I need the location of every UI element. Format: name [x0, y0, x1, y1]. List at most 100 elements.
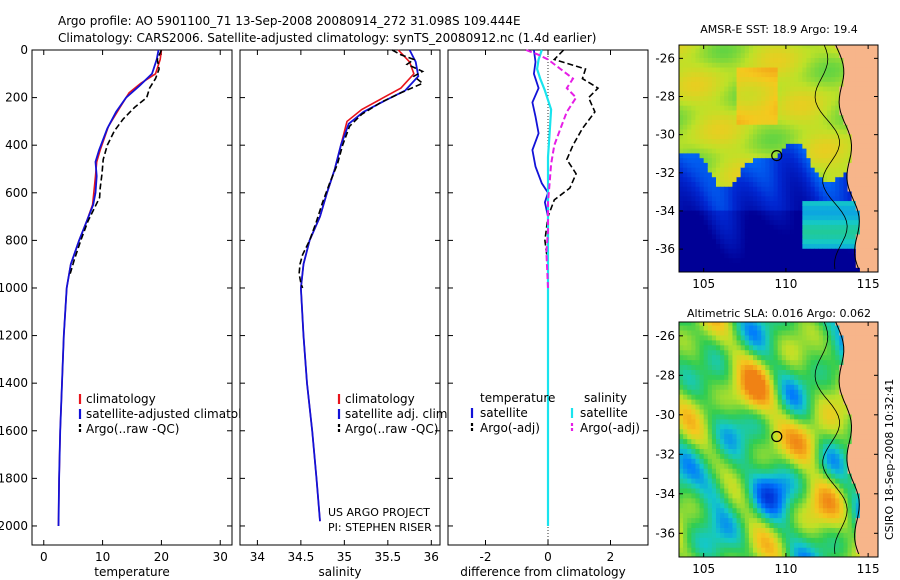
heatmap-cell [691, 359, 697, 366]
heatmap-cell [716, 502, 721, 509]
heatmap-cell [868, 438, 873, 445]
heatmap-cell [736, 517, 742, 524]
heatmap-cell [794, 133, 799, 140]
heatmap-cell [736, 252, 742, 259]
heatmap-cell [827, 181, 832, 187]
heatmap-cell [827, 369, 832, 375]
heatmap-cell [785, 478, 791, 484]
heatmap-cell [703, 124, 709, 130]
heatmap-cell [818, 438, 824, 445]
heatmap-cell [851, 219, 857, 225]
heatmap-cell [868, 248, 873, 254]
heatmap-cell [683, 527, 688, 533]
heatmap-cell [720, 423, 725, 430]
heatmap-cell [835, 374, 840, 380]
heatmap-cell [699, 443, 705, 449]
heatmap-cell [748, 128, 754, 135]
heatmap-cell [810, 243, 816, 249]
heatmap-cell [765, 522, 771, 528]
heatmap-cell [707, 176, 713, 182]
heatmap-cell [728, 219, 734, 225]
legend-label: Argo(-adj) [580, 421, 640, 435]
heatmap-cell [872, 497, 877, 504]
heatmap-cell [847, 267, 853, 272]
heatmap-cell [744, 403, 750, 410]
heatmap-cell [761, 482, 766, 489]
heatmap-cell [806, 492, 812, 499]
heatmap-cell [843, 532, 849, 538]
heatmap-cell [744, 233, 750, 240]
heatmap-cell [814, 463, 820, 469]
heatmap-cell [814, 66, 820, 73]
heatmap-cell [736, 152, 742, 159]
heatmap-cell [753, 532, 758, 538]
heatmap-cell [814, 252, 820, 259]
heatmap-cell [822, 532, 828, 538]
heatmap-cell [876, 90, 878, 97]
heatmap-cell [720, 507, 725, 514]
heatmap-cell [748, 57, 754, 63]
heatmap-cell [794, 190, 799, 197]
y-tick-label: 2000 [0, 519, 28, 533]
heatmap-cell [720, 413, 725, 420]
heatmap-cell [736, 138, 742, 144]
heatmap-cell [757, 374, 762, 380]
heatmap-cell [761, 200, 766, 206]
heatmap-cell [851, 52, 857, 58]
heatmap-cell [822, 128, 828, 135]
heatmap-cell [802, 57, 808, 63]
heatmap-cell [855, 262, 861, 268]
heatmap-cell [695, 527, 701, 533]
heatmap-cell [720, 86, 725, 92]
heatmap-cell [818, 224, 824, 230]
heatmap-cell [679, 66, 684, 73]
heatmap-cell [843, 219, 849, 225]
heatmap-cell [859, 219, 865, 225]
heatmap-cell [781, 200, 787, 206]
heatmap-cell [855, 143, 861, 149]
heatmap-cell [699, 359, 705, 366]
heatmap-cell [831, 195, 836, 202]
heatmap-cell [851, 257, 857, 264]
heatmap-cell [683, 329, 688, 336]
heatmap-cell [777, 458, 783, 464]
heatmap-cell [777, 453, 783, 459]
heatmap-cell [720, 552, 725, 557]
heatmap-cell [753, 114, 758, 120]
heatmap-cell [740, 413, 746, 420]
heatmap-cell [785, 233, 791, 240]
heatmap-cell [707, 71, 713, 78]
heatmap-cell [827, 71, 832, 78]
heatmap-cell [839, 527, 845, 533]
heatmap-cell [728, 448, 734, 454]
heatmap-cell [777, 329, 783, 336]
heatmap-cell [740, 100, 746, 106]
heatmap-cell [732, 512, 738, 519]
heatmap-cell [794, 224, 799, 230]
heatmap-cell [851, 138, 857, 144]
heatmap-cell [831, 512, 836, 519]
heatmap-cell [781, 238, 787, 244]
heatmap-cell [864, 138, 869, 144]
heatmap-cell [757, 128, 762, 135]
heatmap-cell [855, 176, 861, 182]
heatmap-cell [736, 394, 742, 400]
heatmap-cell [835, 138, 840, 144]
heatmap-cell [872, 152, 877, 159]
heatmap-cell [753, 458, 758, 464]
heatmap-cell [773, 532, 779, 538]
heatmap-cell [716, 267, 721, 272]
heatmap-cell [720, 114, 725, 120]
heatmap-cell [851, 399, 857, 405]
heatmap-cell [740, 71, 746, 78]
heatmap-cell [732, 219, 738, 225]
heatmap-cell [777, 468, 783, 474]
heatmap-cell [683, 408, 688, 415]
heatmap-cell [703, 148, 709, 154]
heatmap-cell [876, 143, 878, 149]
heatmap-cell [703, 344, 709, 351]
heatmap-cell [785, 438, 791, 445]
heatmap-cell [855, 408, 861, 415]
heatmap-cell [769, 492, 775, 499]
